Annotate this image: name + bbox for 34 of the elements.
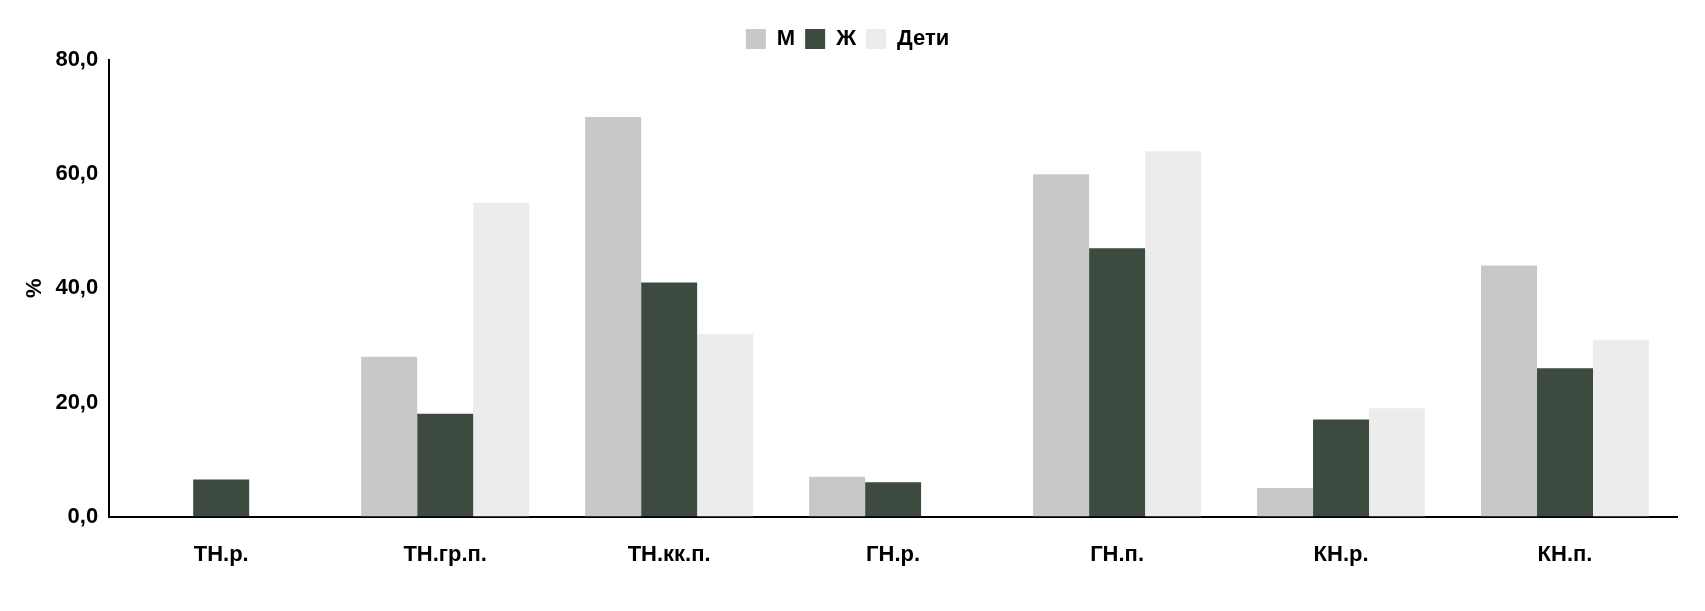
bar <box>585 117 642 517</box>
bar <box>1369 408 1426 517</box>
bar <box>697 333 754 517</box>
x-tick-label: ТН.р. <box>193 540 249 566</box>
bar <box>1089 248 1146 517</box>
legend-label: М <box>776 25 796 51</box>
bar <box>193 479 250 517</box>
x-tick-label: ТН.гр.п. <box>403 540 487 566</box>
bar <box>473 202 530 517</box>
bar <box>1313 419 1370 517</box>
legend-label: Дети <box>897 25 950 51</box>
bar <box>417 413 474 517</box>
bar <box>1257 488 1314 517</box>
y-tick-label: 60,0 <box>55 160 99 186</box>
bar <box>1593 339 1649 517</box>
bar <box>1033 174 1090 517</box>
y-tick-label: 20,0 <box>55 388 99 414</box>
y-tick-label: 40,0 <box>55 274 99 300</box>
y-tick-label: 0,0 <box>67 502 99 528</box>
bar <box>361 356 418 517</box>
x-tick-label: КН.п. <box>1537 540 1593 566</box>
bar <box>865 482 922 517</box>
y-tick-label: 80,0 <box>55 46 99 72</box>
bar <box>1537 368 1594 517</box>
x-tick-label: ГН.р. <box>866 540 921 566</box>
y-axis-title: % <box>21 278 47 299</box>
bar <box>641 282 698 517</box>
bar <box>809 476 866 517</box>
legend-label: Ж <box>835 25 857 51</box>
x-tick-label: КН.р. <box>1313 540 1369 566</box>
bar <box>1481 265 1538 517</box>
bar <box>1145 151 1202 517</box>
x-tick-label: ГН.п. <box>1090 540 1145 566</box>
x-tick-label: ТН.кк.п. <box>627 540 711 566</box>
